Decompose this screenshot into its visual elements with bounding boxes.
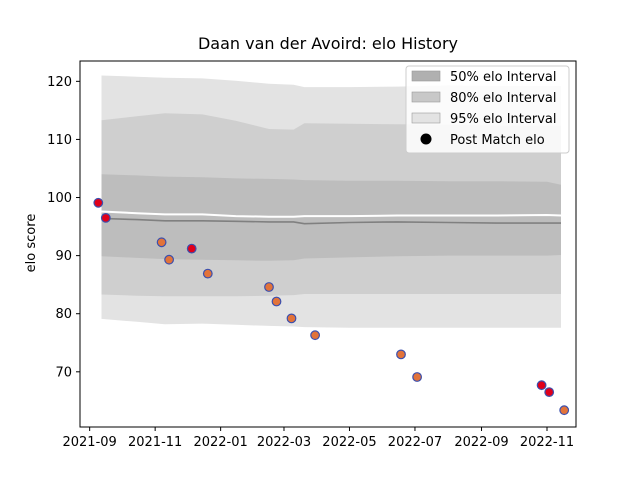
legend-marker xyxy=(420,133,432,145)
data-point xyxy=(544,387,555,398)
post-match-points xyxy=(93,197,570,416)
x-tick-label: 2022-03 xyxy=(257,435,311,450)
data-point xyxy=(536,380,547,391)
legend: 50% elo Interval 80% elo Interval 95% elo … xyxy=(405,65,570,154)
data-point xyxy=(271,296,282,307)
data-point xyxy=(264,282,274,292)
data-point xyxy=(93,197,104,208)
legend-label: 50% elo Interval xyxy=(450,70,557,85)
y-tick-label: 100 xyxy=(47,191,72,206)
data-point xyxy=(156,237,167,248)
x-tick-label: 2022-01 xyxy=(193,435,247,450)
x-tick-label: 2021-11 xyxy=(128,435,182,450)
median-line xyxy=(101,217,561,225)
x-tick-label: 2022-09 xyxy=(454,435,508,450)
y-tick-label: 90 xyxy=(55,249,72,264)
legend-label: 95% elo Interval xyxy=(450,112,557,127)
legend-box xyxy=(405,65,570,154)
legend-swatch xyxy=(411,70,441,82)
y-tick-label: 80 xyxy=(55,307,72,322)
y-tick-label: 110 xyxy=(47,133,72,148)
data-point xyxy=(310,330,321,341)
data-point xyxy=(396,349,406,360)
data-point xyxy=(559,405,570,416)
chart-title: Daan van der Avoird: elo History xyxy=(198,34,458,53)
legend-label: Post Match elo xyxy=(450,133,545,148)
axes: 70 80 90 100 110 120 2021-09 2021-11 2022-01 2022… xyxy=(47,60,577,450)
data-point xyxy=(412,372,423,382)
y-tick-label: 70 xyxy=(55,365,72,380)
x-tick-label: 2022-07 xyxy=(388,435,442,450)
data-point xyxy=(286,313,297,324)
legend-label: 80% elo Interval xyxy=(450,91,557,106)
x-tick-label: 2021-09 xyxy=(62,435,116,450)
data-point xyxy=(164,254,175,265)
plot-frame xyxy=(79,60,577,428)
data-point xyxy=(202,268,213,279)
x-tick-label: 2022-11 xyxy=(520,435,574,450)
mean-line xyxy=(101,210,562,218)
x-tick-label: 2022-05 xyxy=(322,435,376,450)
legend-swatch xyxy=(411,91,441,103)
band-50-elo-interval xyxy=(101,174,561,261)
y-tick-label: 120 xyxy=(47,75,72,90)
y-axis-label: elo score xyxy=(24,214,39,273)
elo-lines xyxy=(101,210,562,225)
data-point xyxy=(100,212,111,223)
data-point xyxy=(186,243,197,254)
legend-swatch xyxy=(411,112,441,124)
